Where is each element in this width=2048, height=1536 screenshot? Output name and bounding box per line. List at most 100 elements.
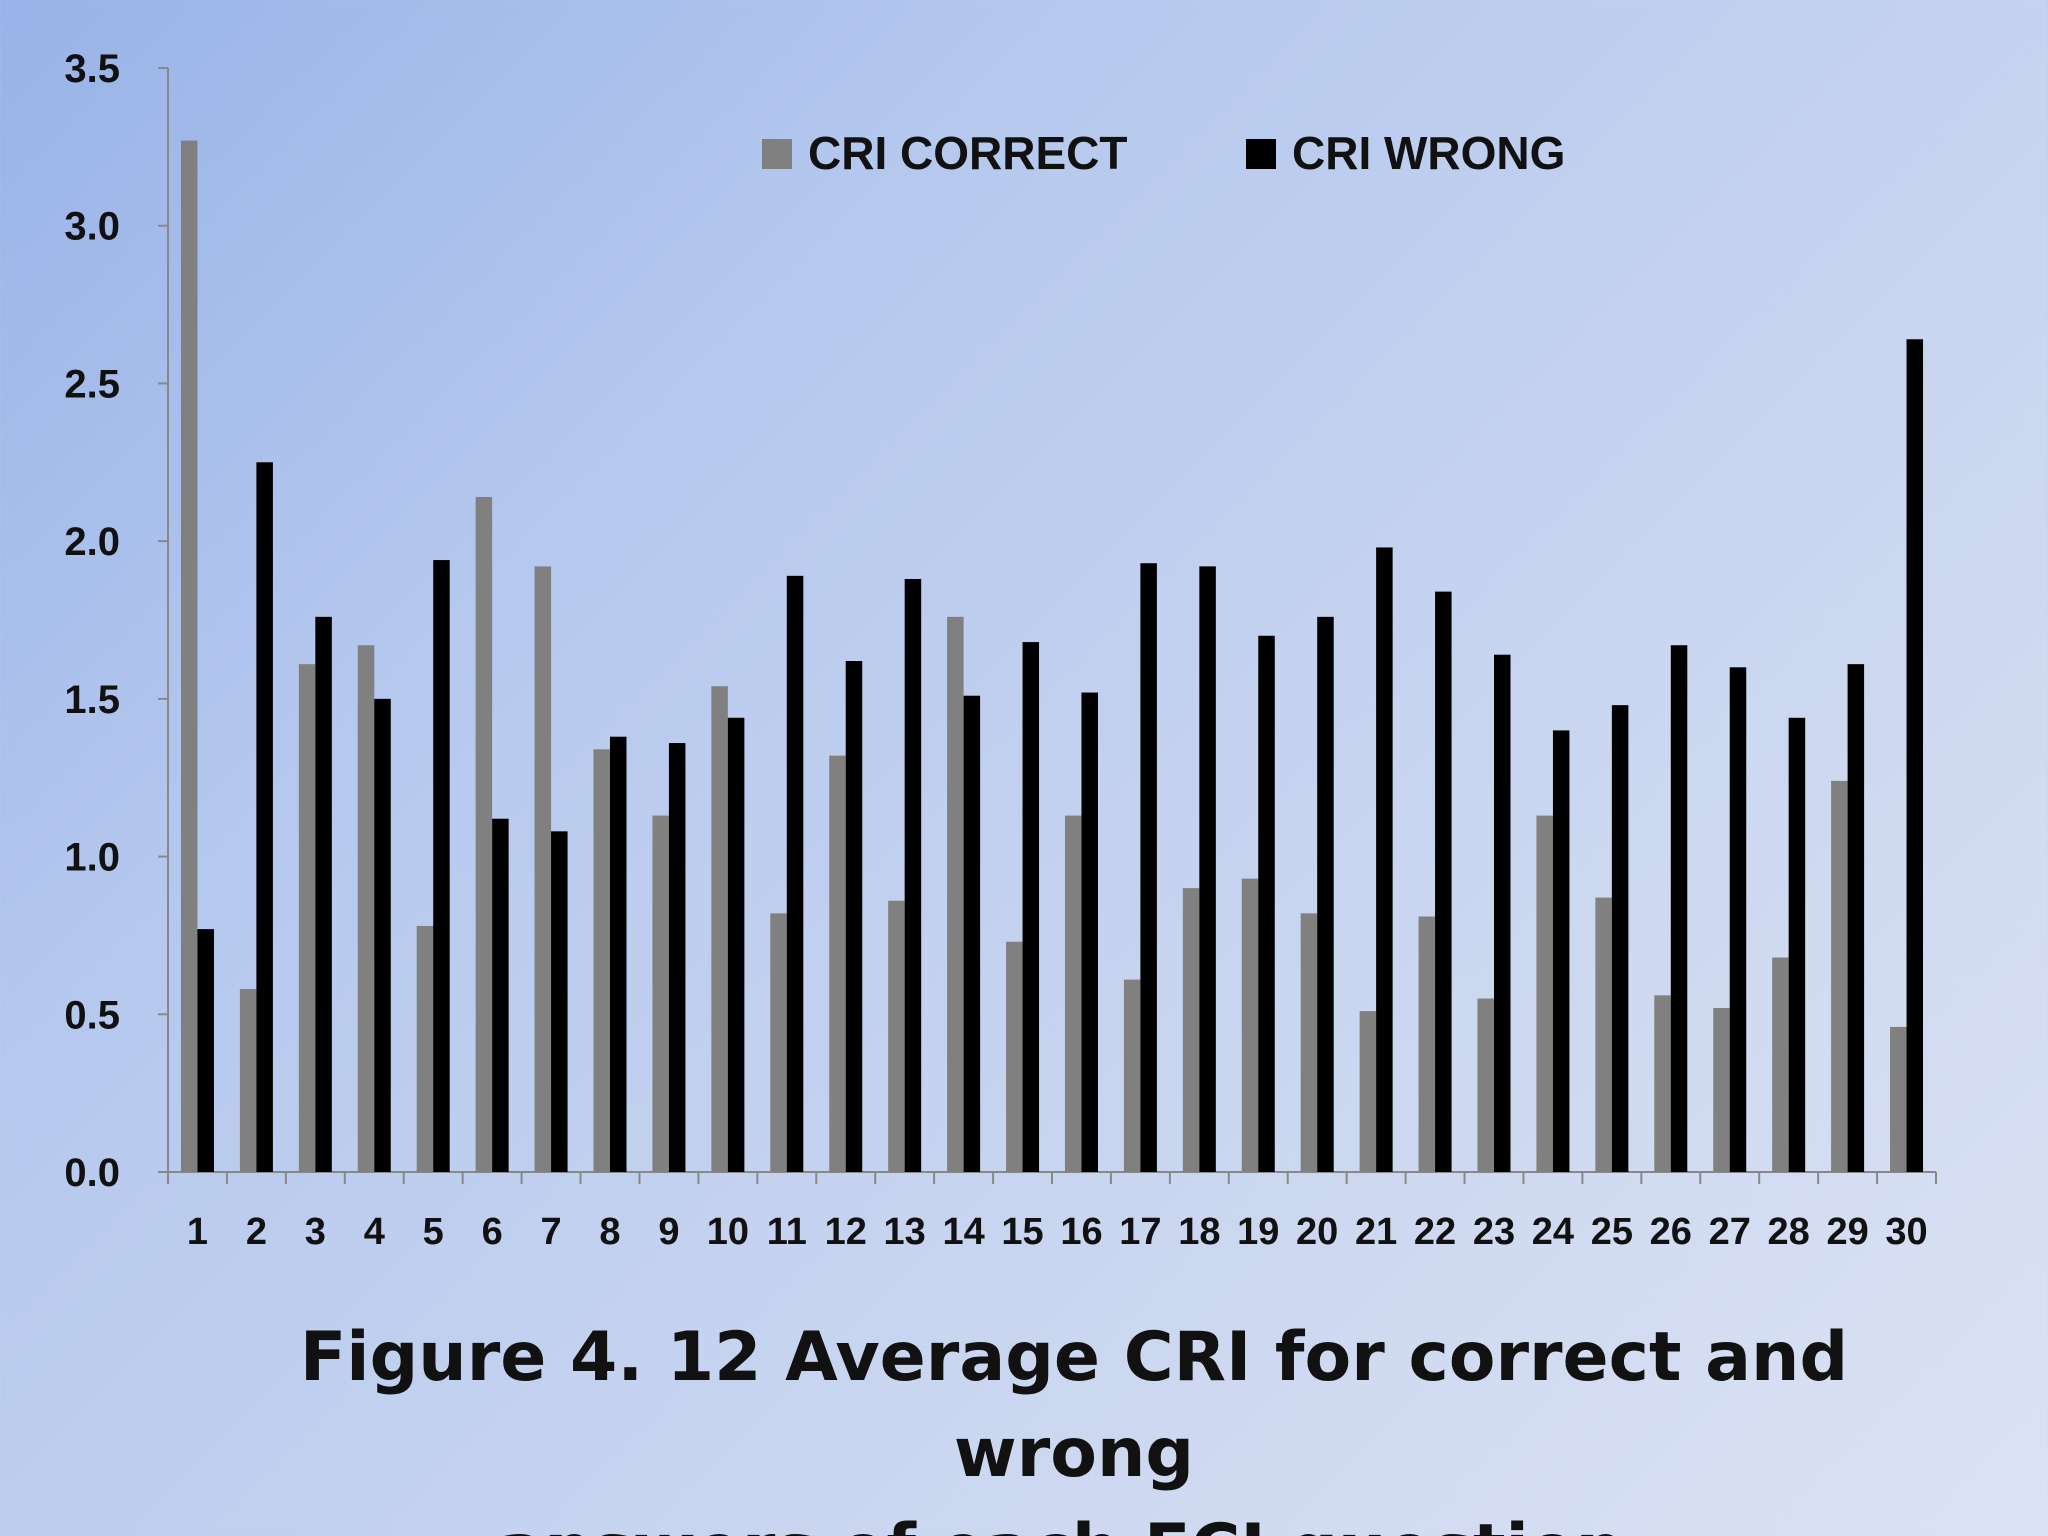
- bar-cri-wrong: [1552, 730, 1570, 1172]
- bar-cri-wrong: [727, 717, 745, 1172]
- x-axis: 1 2 3 4 5 6 7 8 9 10 11 12 13 14 15 16 17 18 19 20 21 22 23 24 2…: [167, 1171, 1937, 1253]
- x-tick-label: 28: [1768, 1211, 1810, 1253]
- bar-cri-correct: [357, 645, 375, 1172]
- bar-cri-correct: [1300, 913, 1318, 1172]
- bar-cri-correct: [1359, 1011, 1377, 1172]
- bar-cri-wrong: [1199, 566, 1216, 1172]
- y-tick-label: 3.5: [64, 47, 120, 91]
- bar-cri-wrong: [1081, 692, 1098, 1172]
- x-tick-label: 10: [707, 1211, 749, 1253]
- x-tick-label: 13: [884, 1211, 926, 1253]
- bar-cri-wrong: [1022, 642, 1040, 1172]
- bar-cri-correct: [1123, 979, 1141, 1172]
- bar-cri-wrong: [786, 575, 804, 1172]
- bar-cri-wrong: [1729, 667, 1747, 1172]
- bar-chart: 0.00.51.01.52.02.53.03.5 1 2 3 4 5 6 7 8 9 10 11 12…: [64, 47, 1937, 1253]
- y-tick-label: 1.0: [64, 836, 120, 880]
- x-tick-label: 27: [1709, 1211, 1751, 1253]
- bar-cri-wrong: [904, 578, 922, 1172]
- x-tick-label: 20: [1296, 1211, 1338, 1253]
- bar-cri-correct: [1418, 916, 1436, 1172]
- y-tick-label: 3.0: [64, 205, 120, 249]
- x-tick-label: 19: [1237, 1211, 1279, 1253]
- bar-cri-correct: [1831, 780, 1848, 1172]
- bar-cri-correct: [770, 913, 787, 1172]
- x-tick-label: 4: [364, 1211, 385, 1253]
- x-tick-label: 22: [1414, 1211, 1456, 1253]
- y-axis: 0.0 0.5 1.0 1.5 2.0 2.5 3.0 3.5: [64, 47, 169, 1195]
- bar-cri-correct: [475, 496, 493, 1172]
- x-tick-label: 29: [1826, 1211, 1868, 1253]
- x-tick-label: 15: [1001, 1211, 1043, 1253]
- x-tick-label: 9: [658, 1211, 679, 1253]
- bar-cri-wrong: [1670, 645, 1688, 1172]
- bar-cri-wrong: [1435, 591, 1452, 1172]
- y-tick-label: 1.5: [64, 678, 120, 722]
- x-tick-label: 30: [1885, 1211, 1927, 1253]
- x-tick-label: 12: [825, 1211, 867, 1253]
- legend-swatch-cri-correct: [762, 139, 792, 169]
- x-tick-label: 3: [305, 1211, 326, 1253]
- bar-cri-correct: [1064, 815, 1082, 1172]
- y-tick-label: 2.0: [64, 520, 120, 564]
- caption-line-1: Figure 4. 12 Average CRI for correct and…: [299, 1318, 1849, 1493]
- bar-cri-wrong: [256, 462, 273, 1172]
- x-tick-label: 18: [1178, 1211, 1220, 1253]
- bar-cri-correct: [1477, 998, 1494, 1172]
- legend: CRI CORRECT CRI WRONG: [762, 127, 1565, 179]
- bar-cri-correct: [416, 925, 434, 1172]
- bar-cri-correct: [1536, 815, 1553, 1172]
- x-tick-label: 16: [1060, 1211, 1102, 1253]
- bar-cri-correct: [1654, 995, 1671, 1172]
- y-tick-label: 0.5: [64, 993, 120, 1037]
- bar-cri-wrong: [1906, 339, 1924, 1173]
- bar-cri-correct: [947, 616, 964, 1172]
- bar-cri-correct: [534, 566, 552, 1172]
- bar-cri-wrong: [610, 736, 627, 1172]
- x-tick-label: 25: [1591, 1211, 1633, 1253]
- x-tick-label: 5: [423, 1211, 444, 1253]
- bar-cri-correct: [593, 749, 610, 1172]
- bar-cri-wrong: [315, 616, 332, 1172]
- bar-cri-wrong: [1258, 635, 1275, 1172]
- bar-cri-correct: [652, 815, 669, 1172]
- bar-cri-wrong: [668, 743, 686, 1172]
- bar-cri-correct: [239, 989, 257, 1172]
- x-tick-label: 2: [246, 1211, 267, 1253]
- bar-cri-correct: [1241, 878, 1259, 1172]
- x-tick-label: 24: [1532, 1211, 1574, 1253]
- x-tick-label: 17: [1119, 1211, 1161, 1253]
- bar-cri-wrong: [433, 560, 450, 1172]
- x-tick-label: 7: [540, 1211, 561, 1253]
- bar-cri-correct: [711, 686, 728, 1172]
- x-tick-label: 21: [1355, 1211, 1397, 1253]
- bar-cri-wrong: [374, 698, 391, 1172]
- bars: [180, 140, 1924, 1173]
- bar-cri-wrong: [197, 929, 214, 1172]
- x-tick-label: 26: [1650, 1211, 1692, 1253]
- bar-cri-correct: [180, 140, 198, 1172]
- legend-swatch-cri-wrong: [1246, 139, 1276, 169]
- bar-cri-correct: [1595, 897, 1612, 1172]
- bar-cri-correct: [1182, 888, 1200, 1172]
- x-tick-label: 11: [767, 1211, 807, 1253]
- bar-cri-correct: [1890, 1026, 1907, 1172]
- bar-cri-wrong: [1317, 616, 1334, 1172]
- x-tick-label: 14: [942, 1211, 984, 1253]
- figure-caption: Figure 4. 12 Average CRI for correct and…: [274, 1310, 1874, 1536]
- bar-cri-correct: [1006, 941, 1023, 1172]
- bar-cri-wrong: [963, 695, 981, 1172]
- x-tick-label: 6: [482, 1211, 503, 1253]
- bar-cri-wrong: [1140, 563, 1157, 1172]
- x-tick-label: 1: [187, 1211, 208, 1253]
- bar-cri-correct: [829, 755, 846, 1172]
- bar-cri-correct: [298, 664, 316, 1172]
- caption-line-2: answers of each FCI question.: [274, 1502, 1874, 1536]
- bar-cri-wrong: [551, 831, 568, 1172]
- bar-cri-wrong: [1376, 547, 1393, 1172]
- x-tick-label: 23: [1473, 1211, 1515, 1253]
- bar-cri-wrong: [845, 661, 863, 1172]
- bar-cri-wrong: [1847, 664, 1865, 1172]
- bar-cri-wrong: [1494, 654, 1511, 1172]
- y-tick-label: 2.5: [64, 362, 120, 406]
